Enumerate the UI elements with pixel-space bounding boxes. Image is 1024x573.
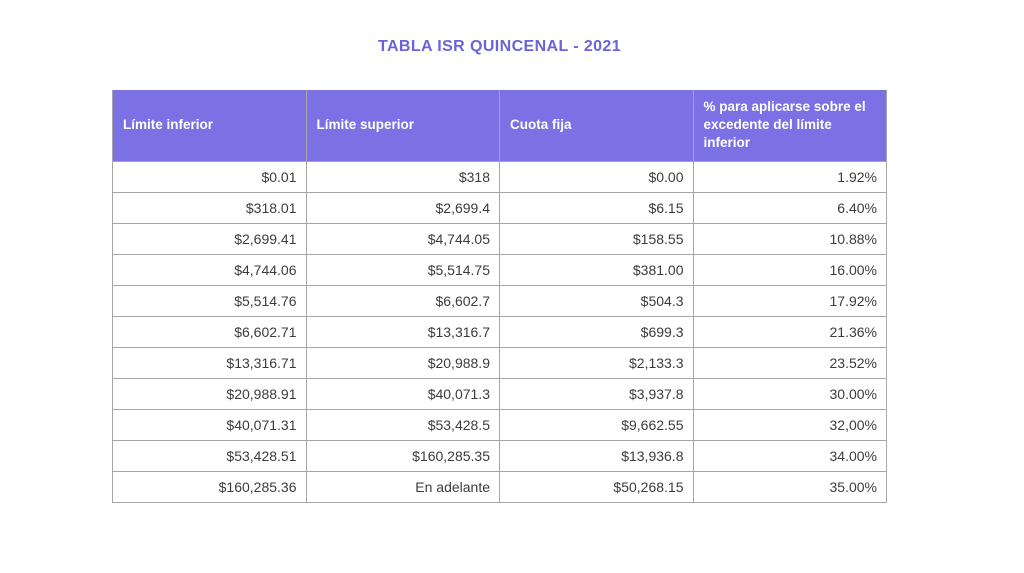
cell-limite-superior: En adelante (305, 470, 500, 503)
table-body: $0.01 $318 $0.00 1.92% $318.01 $2,699.4 $6.15 6… (112, 160, 887, 503)
cell-cuota-fija: $50,268.15 (499, 470, 694, 503)
cell-porcentaje-excedente: 16.00% (692, 253, 887, 286)
table-row: $13,316.71 $20,988.9 $2,133.3 23.52% (112, 346, 887, 379)
cell-cuota-fija: $158.55 (499, 222, 694, 255)
cell-porcentaje-excedente: 1.92% (692, 160, 887, 193)
cell-limite-inferior: $5,514.76 (112, 284, 307, 317)
header-porcentaje-excedente: % para aplicarse sobre el excedente del … (692, 90, 887, 162)
cell-cuota-fija: $0.00 (499, 160, 694, 193)
cell-cuota-fija: $699.3 (499, 315, 694, 348)
page-title: TABLA ISR QUINCENAL - 2021 (377, 38, 622, 55)
table-row: $0.01 $318 $0.00 1.92% (112, 160, 887, 193)
cell-porcentaje-excedente: 21.36% (692, 315, 887, 348)
table-row: $2,699.41 $4,744.05 $158.55 10.88% (112, 222, 887, 255)
cell-cuota-fija: $504.3 (499, 284, 694, 317)
cell-limite-inferior: $20,988.91 (112, 377, 307, 410)
cell-porcentaje-excedente: 34.00% (692, 439, 887, 472)
cell-limite-superior: $318 (305, 160, 500, 193)
cell-limite-superior: $40,071.3 (305, 377, 500, 410)
cell-porcentaje-excedente: 10.88% (692, 222, 887, 255)
table-row: $6,602.71 $13,316.7 $699.3 21.36% (112, 315, 887, 348)
cell-cuota-fija: $2,133.3 (499, 346, 694, 379)
cell-cuota-fija: $3,937.8 (499, 377, 694, 410)
table-row: $160,285.36 En adelante $50,268.15 35.00% (112, 470, 887, 503)
cell-limite-inferior: $13,316.71 (112, 346, 307, 379)
cell-limite-inferior: $318.01 (112, 191, 307, 224)
cell-porcentaje-excedente: 32,00% (692, 408, 887, 441)
cell-porcentaje-excedente: 35.00% (692, 470, 887, 503)
table-header: Límite inferior Límite superior Cuota fi… (112, 90, 887, 162)
cell-limite-inferior: $6,602.71 (112, 315, 307, 348)
cell-limite-superior: $4,744.05 (305, 222, 500, 255)
cell-porcentaje-excedente: 30.00% (692, 377, 887, 410)
header-limite-inferior: Límite inferior (112, 90, 307, 162)
table-row: $318.01 $2,699.4 $6.15 6.40% (112, 191, 887, 224)
cell-limite-superior: $13,316.7 (305, 315, 500, 348)
cell-limite-superior: $53,428.5 (305, 408, 500, 441)
cell-limite-inferior: $0.01 (112, 160, 307, 193)
cell-cuota-fija: $6.15 (499, 191, 694, 224)
header-limite-superior: Límite superior (305, 90, 500, 162)
cell-limite-superior: $2,699.4 (305, 191, 500, 224)
cell-limite-inferior: $4,744.06 (112, 253, 307, 286)
cell-cuota-fija: $13,936.8 (499, 439, 694, 472)
isr-table: Límite inferior Límite superior Cuota fi… (112, 90, 887, 503)
header-row: Límite inferior Límite superior Cuota fi… (112, 90, 887, 162)
table-row: $40,071.31 $53,428.5 $9,662.55 32,00% (112, 408, 887, 441)
table-row: $20,988.91 $40,071.3 $3,937.8 30.00% (112, 377, 887, 410)
cell-limite-inferior: $160,285.36 (112, 470, 307, 503)
cell-limite-inferior: $40,071.31 (112, 408, 307, 441)
cell-cuota-fija: $381.00 (499, 253, 694, 286)
table-row: $4,744.06 $5,514.75 $381.00 16.00% (112, 253, 887, 286)
isr-table-container: Límite inferior Límite superior Cuota fi… (112, 90, 887, 503)
cell-porcentaje-excedente: 17.92% (692, 284, 887, 317)
cell-limite-superior: $5,514.75 (305, 253, 500, 286)
cell-limite-superior: $6,602.7 (305, 284, 500, 317)
table-row: $5,514.76 $6,602.7 $504.3 17.92% (112, 284, 887, 317)
cell-porcentaje-excedente: 23.52% (692, 346, 887, 379)
table-row: $53,428.51 $160,285.35 $13,936.8 34.00% (112, 439, 887, 472)
cell-porcentaje-excedente: 6.40% (692, 191, 887, 224)
cell-limite-superior: $160,285.35 (305, 439, 500, 472)
cell-cuota-fija: $9,662.55 (499, 408, 694, 441)
cell-limite-inferior: $53,428.51 (112, 439, 307, 472)
header-cuota-fija: Cuota fija (499, 90, 694, 162)
cell-limite-superior: $20,988.9 (305, 346, 500, 379)
cell-limite-inferior: $2,699.41 (112, 222, 307, 255)
